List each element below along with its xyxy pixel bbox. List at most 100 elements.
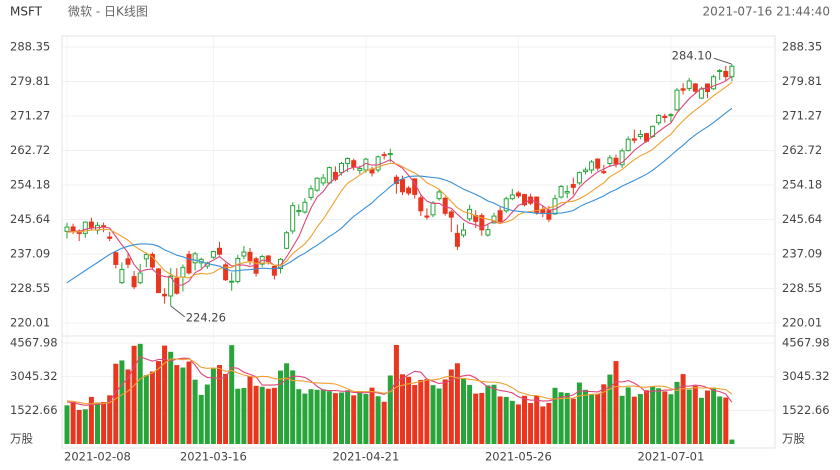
volume-bar xyxy=(686,389,692,444)
y-tick-label: 237.09 xyxy=(782,247,822,261)
volume-bar xyxy=(125,369,131,444)
volume-bar xyxy=(381,401,387,444)
candle-body xyxy=(589,161,595,171)
candle-body xyxy=(70,226,76,232)
candle-body xyxy=(375,156,381,171)
volume-bar xyxy=(564,392,570,444)
candle-body xyxy=(174,277,180,294)
candle-body xyxy=(326,167,332,184)
volume-bar xyxy=(619,395,625,444)
candle-body xyxy=(491,215,497,224)
volume-tick-label: 1522.66 xyxy=(782,403,830,417)
y-tick-label: 228.55 xyxy=(782,281,822,295)
candle-body xyxy=(168,275,174,297)
volume-bar xyxy=(729,439,735,444)
volume-bar xyxy=(320,389,326,444)
timestamp: 2021-07-16 21:44:40 xyxy=(703,5,830,19)
volume-bar xyxy=(278,370,283,444)
candle-body xyxy=(522,194,527,206)
volume-bar xyxy=(674,381,680,444)
candle-body xyxy=(296,210,302,213)
volume-bar xyxy=(113,363,119,444)
volume-bar xyxy=(345,390,351,444)
candle-body xyxy=(686,80,692,89)
volume-bar xyxy=(70,401,76,444)
volume-bar xyxy=(625,387,631,444)
volume-bar xyxy=(137,343,143,444)
candle-body xyxy=(406,187,412,194)
x-tick-label: 2021-04-21 xyxy=(332,450,399,464)
candle-body xyxy=(400,179,405,193)
candle-body xyxy=(265,255,271,262)
volume-bar xyxy=(265,388,271,444)
candle-body xyxy=(625,138,631,152)
volume-bar xyxy=(650,386,656,444)
volume-bar xyxy=(131,345,137,444)
volume-bar xyxy=(332,393,338,444)
candle-body xyxy=(637,133,643,137)
candle-body xyxy=(461,229,466,236)
candle-body xyxy=(436,191,442,200)
candle-body xyxy=(680,88,686,91)
y-tick-label: 237.09 xyxy=(10,247,50,261)
candle-body xyxy=(418,197,424,212)
candle-body xyxy=(546,210,552,220)
volume-bar xyxy=(418,379,424,444)
candle-body xyxy=(223,264,229,281)
candle-body xyxy=(88,221,94,228)
volume-tick-label: 1522.66 xyxy=(10,403,58,417)
candle-body xyxy=(509,194,515,200)
candle-body xyxy=(692,83,698,92)
volume-tick-label: 3045.32 xyxy=(782,369,830,383)
volume-bar xyxy=(607,374,613,444)
candle-body xyxy=(271,265,277,276)
y-tick-label: 288.35 xyxy=(10,40,50,54)
annotation-leader xyxy=(170,305,186,318)
volume-bar xyxy=(192,379,198,444)
candle-body xyxy=(448,211,454,218)
ma-line xyxy=(66,81,733,279)
candle-body xyxy=(674,89,680,111)
candle-body xyxy=(497,210,503,222)
volume-bar xyxy=(241,388,247,444)
candle-body xyxy=(113,252,119,265)
candle-body xyxy=(314,177,320,191)
volume-bar xyxy=(387,375,393,444)
max-label: 284.10 xyxy=(672,49,712,63)
volume-bar xyxy=(290,370,296,444)
volume-bar xyxy=(149,371,155,444)
candle-body xyxy=(302,201,308,213)
volume-bar xyxy=(705,390,710,444)
volume-bar xyxy=(393,344,399,444)
volume-bar xyxy=(235,388,241,444)
volume-bar xyxy=(210,368,216,444)
candle-body xyxy=(357,168,363,171)
volume-bar xyxy=(101,401,107,444)
candle-body xyxy=(210,251,216,258)
candle-body xyxy=(631,138,637,141)
candle-body xyxy=(143,254,149,260)
volume-bar xyxy=(668,394,674,444)
volume-bar xyxy=(644,390,649,444)
ma-line xyxy=(66,75,733,286)
x-tick-label: 2021-07-01 xyxy=(637,450,704,464)
volume-bar xyxy=(186,361,192,444)
volume-bar xyxy=(339,392,344,444)
volume-bar xyxy=(479,392,485,444)
volume-bar xyxy=(534,395,540,444)
candle-body xyxy=(192,253,198,264)
candle-body xyxy=(607,157,613,165)
volume-bar xyxy=(412,384,418,444)
candle-body xyxy=(479,215,485,231)
volume-bar xyxy=(656,388,662,444)
candle-body xyxy=(320,177,326,184)
candle-body xyxy=(156,268,161,294)
volume-bar xyxy=(448,369,454,444)
candle-body xyxy=(576,172,582,184)
volume-bar xyxy=(168,351,174,444)
volume-bar xyxy=(259,386,265,444)
candle-body xyxy=(515,192,521,197)
candle-body xyxy=(485,229,491,236)
candle-body xyxy=(162,293,168,297)
volume-bar xyxy=(198,394,204,444)
